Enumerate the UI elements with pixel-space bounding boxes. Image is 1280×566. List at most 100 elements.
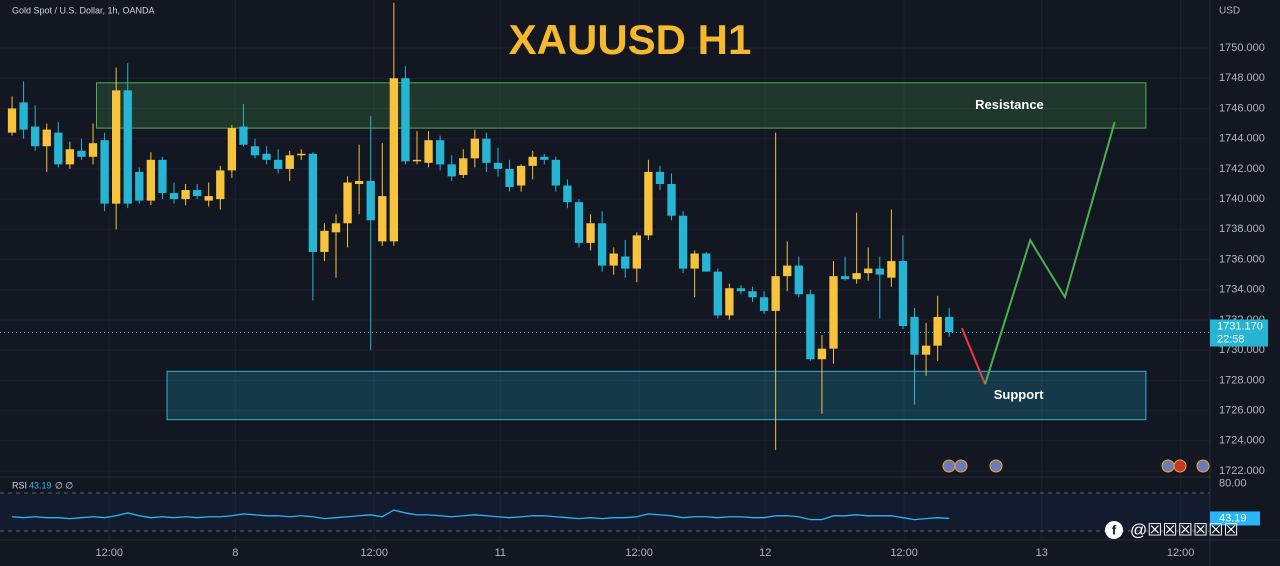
candle-body [181,190,190,200]
watermark: f @☒☒☒☒☒☒ [1105,520,1239,539]
y-tick-label: 1722.000 [1219,465,1265,477]
x-tick-label: 12:00 [625,547,653,559]
candle-body [169,193,179,200]
candle-body [493,162,503,169]
y-tick-label: 1744.000 [1219,133,1265,145]
event-icon [989,459,1003,473]
candle-body [250,146,260,156]
candle-body [759,297,769,311]
event-icon [954,459,968,473]
y-tick-label: 1740.000 [1219,193,1265,205]
candle-body [146,159,156,201]
candle-body [331,223,341,233]
candle-body [65,149,75,165]
candle-body [447,164,456,177]
candle-body [563,185,572,203]
candle-body [435,140,445,165]
candle-body [204,196,213,201]
y-tick-label: 1742.000 [1219,163,1265,175]
candle-body [123,90,132,204]
candle-body [216,170,225,200]
candle-body [921,345,931,355]
candle-body [736,288,746,292]
y-tick-label: 1738.000 [1219,223,1265,235]
candle-body [285,155,294,169]
candle-body [783,265,792,277]
candle-body [644,171,653,236]
rsi-band [0,493,1210,531]
candle-body [366,180,375,221]
candle-body [910,316,919,355]
chart-title: XAUUSD H1 [509,16,752,63]
candle-body [771,276,780,311]
candle-body [424,140,433,163]
zone-label: Support [994,387,1044,402]
candle-body [933,316,942,346]
last-price-label: 1731.170 [1217,320,1263,332]
candle-body [459,158,468,175]
candle-body [378,196,387,242]
candle-body [88,143,98,157]
candle-body [343,182,352,224]
watermark-icon [1105,521,1123,539]
candle-body [7,108,17,133]
y-tick-label: 1748.000 [1219,72,1265,84]
candle-body [273,159,283,169]
candle-body [875,268,884,275]
candle-body [320,230,329,252]
x-tick-label: 12 [759,547,771,559]
y-tick-label: 1734.000 [1219,284,1265,296]
y-tick-label: 1726.000 [1219,404,1265,416]
candle-body [690,253,699,269]
candle-body [655,171,665,184]
x-tick-label: 12:00 [1167,547,1195,559]
candle-body [482,138,491,163]
candle-body [748,291,757,298]
x-tick-label: 12:00 [95,547,123,559]
candle-body [887,261,896,278]
candle-body [586,223,595,243]
last-price-box [1210,319,1268,347]
zone-label: Resistance [975,97,1044,112]
candle-body [77,150,86,157]
candle-body [42,129,51,147]
candle-body [470,138,480,159]
candle-body [898,261,908,326]
candle-body [100,140,109,204]
projection-line [961,327,987,385]
event-icon [1196,459,1210,473]
candle-body [551,159,560,186]
rsi-name: RSI [12,480,27,490]
projection-line [984,121,1116,385]
candle-body [806,294,815,360]
zone [95,82,1147,129]
x-tick-label: 12:00 [360,547,388,559]
candle-body [505,168,514,188]
event-icon [1161,459,1175,473]
event-icons [942,459,1210,473]
candle-body [852,273,861,280]
y-tick-label: 1746.000 [1219,102,1265,114]
candle-body [597,223,607,266]
candle-body [829,276,838,349]
candle-body [540,156,549,160]
event-icon [1173,459,1187,473]
candle-body [262,153,271,160]
candle-body [239,126,248,145]
candle-body [389,78,399,242]
candle-body [574,202,584,243]
candle-body [401,78,410,162]
candle-body [945,316,954,333]
candle-body [528,156,537,166]
subtitle: Gold Spot / U.S. Dollar, 1h, OANDA [12,5,155,15]
candle-body [609,253,618,266]
candle-body [632,235,641,269]
rsi-value: 43.19 [29,480,52,490]
candle-body [840,276,850,280]
y-tick-label: 1724.000 [1219,435,1265,447]
candle-body [227,128,237,171]
rsi-value-box [1210,511,1260,526]
candle-body [297,153,306,156]
candle-body [308,153,318,252]
